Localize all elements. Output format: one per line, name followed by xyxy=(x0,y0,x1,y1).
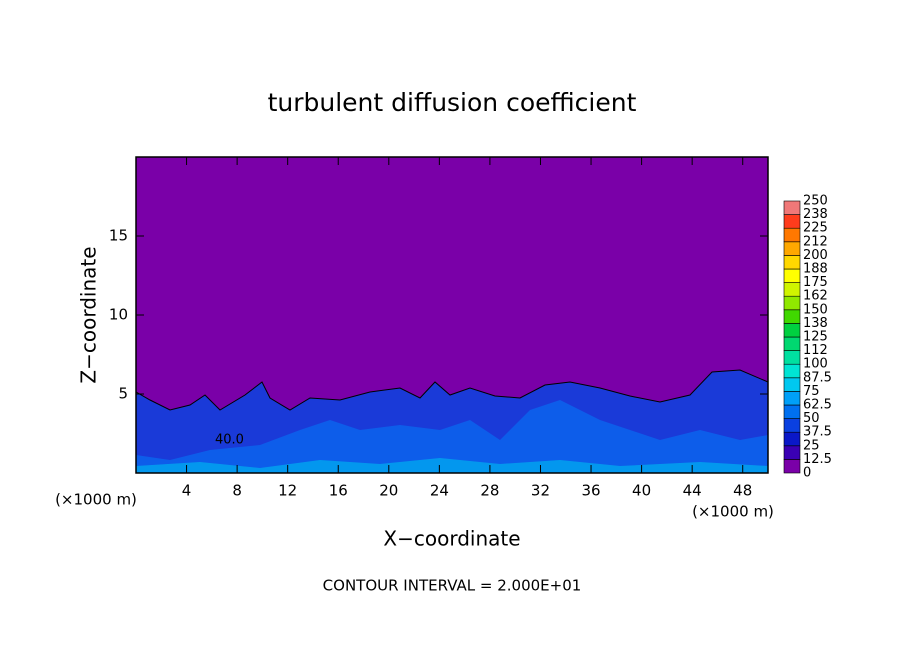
colorbar-label: 138 xyxy=(803,316,828,331)
colorbar-label: 50 xyxy=(803,411,820,426)
colorbar-swatch xyxy=(783,255,801,270)
x-tick-label: 24 xyxy=(430,482,449,500)
colorbar-label: 87.5 xyxy=(803,370,832,385)
colorbar-swatch xyxy=(783,391,801,406)
colorbar-label: 188 xyxy=(803,262,828,277)
colorbar-label: 37.5 xyxy=(803,425,832,440)
colorbar-swatch xyxy=(783,431,801,447)
x-tick-label: 8 xyxy=(232,482,242,500)
colorbar-label: 12.5 xyxy=(803,452,832,467)
contour-label: 40.0 xyxy=(215,433,244,448)
y-tick-label: 15 xyxy=(109,227,128,245)
colorbar-swatch xyxy=(783,214,801,229)
colorbar-label: 75 xyxy=(803,384,820,399)
colorbar-swatch xyxy=(783,227,801,243)
x-unit-left: (×1000 m) xyxy=(55,491,137,509)
x-tick-label: 32 xyxy=(531,482,550,500)
colorbar-swatch xyxy=(783,323,801,338)
colorbar-swatch xyxy=(783,268,801,283)
colorbar-label: 150 xyxy=(803,302,828,317)
x-tick-label: 36 xyxy=(581,482,600,500)
y-tick-label: 10 xyxy=(109,306,128,324)
colorbar-swatch xyxy=(783,445,801,460)
colorbar-swatch xyxy=(783,377,801,392)
colorbar-label: 25 xyxy=(803,438,820,453)
y-tick-label: 5 xyxy=(118,385,128,403)
colorbar-swatch xyxy=(783,418,801,433)
colorbar-label: 225 xyxy=(803,221,828,236)
colorbar-swatch xyxy=(783,363,801,379)
footer-note: CONTOUR INTERVAL = 2.000E+01 xyxy=(323,577,582,595)
turbulent-core xyxy=(136,400,768,473)
colorbar-swatch xyxy=(783,309,801,324)
colorbar-label: 250 xyxy=(803,194,828,209)
colorbar-label: 175 xyxy=(803,275,828,290)
x-tick-label: 12 xyxy=(278,482,297,500)
colorbar-swatch xyxy=(783,459,801,474)
colorbar-label: 238 xyxy=(803,207,828,222)
colorbar-label: 162 xyxy=(803,289,828,304)
colorbar-label: 100 xyxy=(803,357,828,372)
chart-title: turbulent diffusion coefficient xyxy=(268,88,637,117)
x-tick-label: 16 xyxy=(329,482,348,500)
colorbar-label: 112 xyxy=(803,343,828,358)
colorbar-swatch xyxy=(783,241,801,256)
x-tick-label: 48 xyxy=(733,482,752,500)
colorbar-swatch xyxy=(783,200,801,215)
y-axis-label: Z−coordinate xyxy=(77,246,101,383)
x-tick-label: 28 xyxy=(480,482,499,500)
colorbar-swatch xyxy=(783,404,801,419)
x-axis-label: X−coordinate xyxy=(383,527,520,551)
colorbar-label: 200 xyxy=(803,248,828,263)
x-tick-label: 20 xyxy=(379,482,398,500)
x-tick-label: 40 xyxy=(632,482,651,500)
x-tick-label: 4 xyxy=(182,482,192,500)
colorbar-swatch xyxy=(783,350,801,365)
x-unit-right: (×1000 m) xyxy=(692,503,774,521)
colorbar-swatch xyxy=(783,336,801,351)
colorbar-label: 125 xyxy=(803,330,828,345)
colorbar-label: 0 xyxy=(803,466,811,481)
colorbar-swatch xyxy=(783,295,801,311)
colorbar-label: 212 xyxy=(803,234,828,249)
field: 40.0 xyxy=(135,157,769,474)
colorbar-label: 62.5 xyxy=(803,398,832,413)
colorbar-swatch xyxy=(783,282,801,297)
x-tick-label: 44 xyxy=(683,482,702,500)
surface-layer xyxy=(136,458,768,473)
